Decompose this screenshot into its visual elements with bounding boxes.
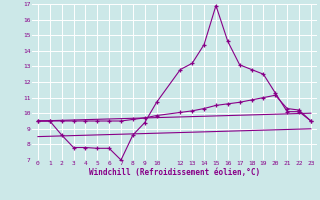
X-axis label: Windchill (Refroidissement éolien,°C): Windchill (Refroidissement éolien,°C) (89, 168, 260, 177)
